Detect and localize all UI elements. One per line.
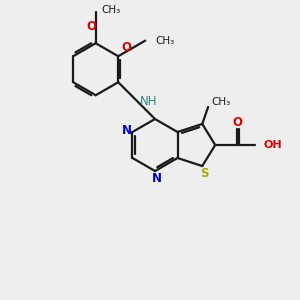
Text: O: O bbox=[87, 20, 97, 33]
Text: NH: NH bbox=[140, 95, 158, 108]
Text: OH: OH bbox=[263, 140, 282, 150]
Text: N: N bbox=[122, 124, 131, 136]
Text: O: O bbox=[122, 40, 132, 54]
Text: O: O bbox=[232, 116, 242, 128]
Text: CH₃: CH₃ bbox=[211, 97, 230, 107]
Text: CH₃: CH₃ bbox=[102, 5, 121, 15]
Text: N: N bbox=[152, 172, 162, 184]
Text: S: S bbox=[200, 167, 208, 179]
Text: CH₃: CH₃ bbox=[155, 36, 175, 46]
